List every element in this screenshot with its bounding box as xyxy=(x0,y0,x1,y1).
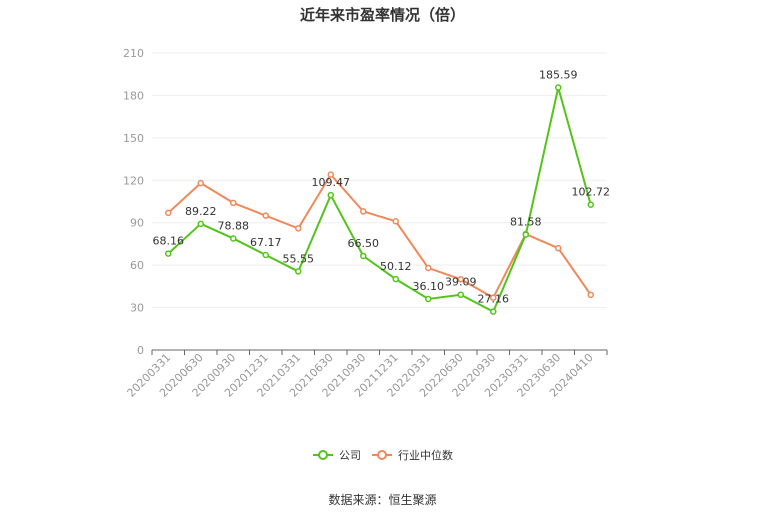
series-lines xyxy=(165,84,594,315)
data-point xyxy=(490,294,497,301)
data-label: 89.22 xyxy=(185,205,217,218)
data-point xyxy=(230,199,237,207)
y-tick-label: 150 xyxy=(123,132,144,145)
data-label: 68.16 xyxy=(153,235,185,248)
y-tick-label: 120 xyxy=(123,174,144,187)
data-label: 185.59 xyxy=(539,69,578,82)
data-point xyxy=(555,84,562,91)
data-point xyxy=(490,308,497,315)
data-label: 55.55 xyxy=(283,252,315,265)
data-point xyxy=(425,295,432,303)
data-point xyxy=(392,218,399,225)
data-label: 66.50 xyxy=(348,237,380,250)
source-note: 数据来源：恒生聚源 xyxy=(328,493,437,507)
data-point xyxy=(587,291,594,299)
data-point xyxy=(327,171,334,178)
data-label: 36.10 xyxy=(413,280,445,293)
series-line xyxy=(167,173,592,299)
data-label: 67.17 xyxy=(250,236,282,249)
legend: 公司 行业中位数 xyxy=(313,448,453,462)
data-point xyxy=(197,220,204,228)
y-tick-label: 90 xyxy=(130,217,144,230)
data-point xyxy=(165,250,172,257)
y-tick-label: 60 xyxy=(130,259,144,272)
y-tick-label: 210 xyxy=(123,47,144,60)
data-point xyxy=(197,179,204,187)
legend-marker-icon xyxy=(377,450,387,460)
y-tick-label: 0 xyxy=(137,344,144,357)
data-point xyxy=(360,208,367,215)
data-label: 78.88 xyxy=(218,219,250,232)
data-label: 50.12 xyxy=(380,260,412,273)
data-point xyxy=(262,212,269,219)
data-label: 109.47 xyxy=(312,176,351,189)
data-point xyxy=(295,268,302,275)
data-point xyxy=(295,225,302,232)
data-point xyxy=(522,231,529,238)
legend-label: 行业中位数 xyxy=(398,448,453,462)
data-point xyxy=(165,209,172,217)
data-point xyxy=(555,244,562,252)
data-point xyxy=(262,251,269,259)
data-label: 27.16 xyxy=(478,293,510,306)
series-line xyxy=(167,86,592,313)
data-label: 81.58 xyxy=(510,216,542,229)
data-point xyxy=(457,276,464,283)
grid-lines xyxy=(152,52,607,309)
y-tick-label: 30 xyxy=(130,302,144,315)
legend-label: 公司 xyxy=(339,449,361,462)
legend-marker-icon xyxy=(318,450,328,460)
data-label: 39.09 xyxy=(445,276,477,289)
data-point xyxy=(392,275,399,283)
data-point xyxy=(360,252,367,260)
chart-title: 近年来市盈率情况（倍） xyxy=(299,6,465,24)
y-tick-label: 180 xyxy=(123,89,144,102)
data-label: 102.72 xyxy=(572,186,611,199)
data-point xyxy=(327,191,334,199)
data-point xyxy=(457,291,464,298)
data-point xyxy=(230,235,237,242)
data-point xyxy=(425,264,432,272)
data-point xyxy=(587,201,594,208)
